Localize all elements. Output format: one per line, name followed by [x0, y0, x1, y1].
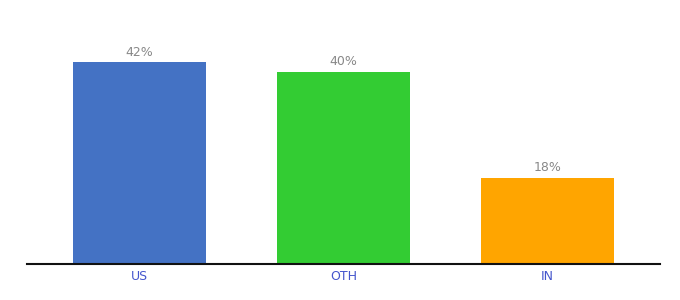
Bar: [277, 72, 409, 264]
Bar: [73, 62, 206, 264]
Text: 42%: 42%: [126, 46, 153, 59]
Text: 18%: 18%: [534, 161, 561, 174]
Text: 40%: 40%: [330, 55, 357, 68]
Bar: [481, 178, 614, 264]
